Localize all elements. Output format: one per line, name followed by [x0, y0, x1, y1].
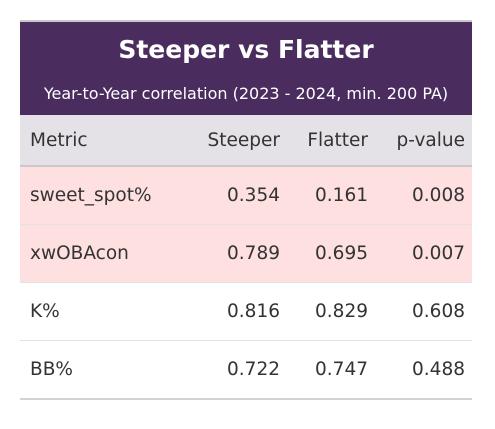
column-label: Steeper	[185, 115, 287, 167]
value-cell: 0.722	[227, 359, 280, 380]
value-cell: 0.816	[227, 301, 280, 322]
metric-cell: sweet_spot%	[30, 185, 152, 206]
table-row: sweet_spot% 0.354 0.161 0.008	[20, 166, 472, 225]
header-row: Metric Steeper Flatter p-value	[20, 115, 472, 167]
table-header: Steeper vs Flatter Year-to-Year correlat…	[20, 22, 472, 115]
column-label: Flatter	[287, 115, 375, 167]
value-cell: 0.695	[315, 243, 368, 264]
value-cell: 0.354	[227, 185, 280, 206]
table-row: BB% 0.722 0.747 0.488	[20, 341, 472, 399]
value-cell: 0.608	[412, 301, 465, 322]
metric-cell: K%	[30, 301, 60, 322]
value-cell: 0.747	[315, 359, 368, 380]
value-cell: 0.161	[315, 185, 368, 206]
column-label: Metric	[20, 115, 185, 167]
value-cell: 0.007	[412, 243, 465, 264]
table-row: xwOBAcon 0.789 0.695 0.007	[20, 224, 472, 283]
column-label: p-value	[375, 115, 472, 167]
data-table: Metric Steeper Flatter p-value sweet_spot% 0…	[20, 115, 472, 398]
subtitle: Year-to-Year correlation (2023 - 2024, m…	[43, 84, 449, 103]
table-row: K% 0.816 0.829 0.608	[20, 283, 472, 341]
metric-cell: BB%	[30, 359, 73, 380]
value-cell: 0.488	[412, 359, 465, 380]
value-cell: 0.789	[227, 243, 280, 264]
metric-cell: xwOBAcon	[30, 243, 129, 264]
title: Steeper vs Flatter	[118, 35, 374, 64]
column-header: Metric Steeper Flatter p-value	[20, 115, 472, 167]
value-cell: 0.008	[412, 185, 465, 206]
table-card: Steeper vs Flatter Year-to-Year correlat…	[20, 20, 472, 400]
value-cell: 0.829	[315, 301, 368, 322]
table-body: sweet_spot% 0.354 0.161 0.008 xwOBAcon 0.789 0…	[20, 166, 472, 398]
